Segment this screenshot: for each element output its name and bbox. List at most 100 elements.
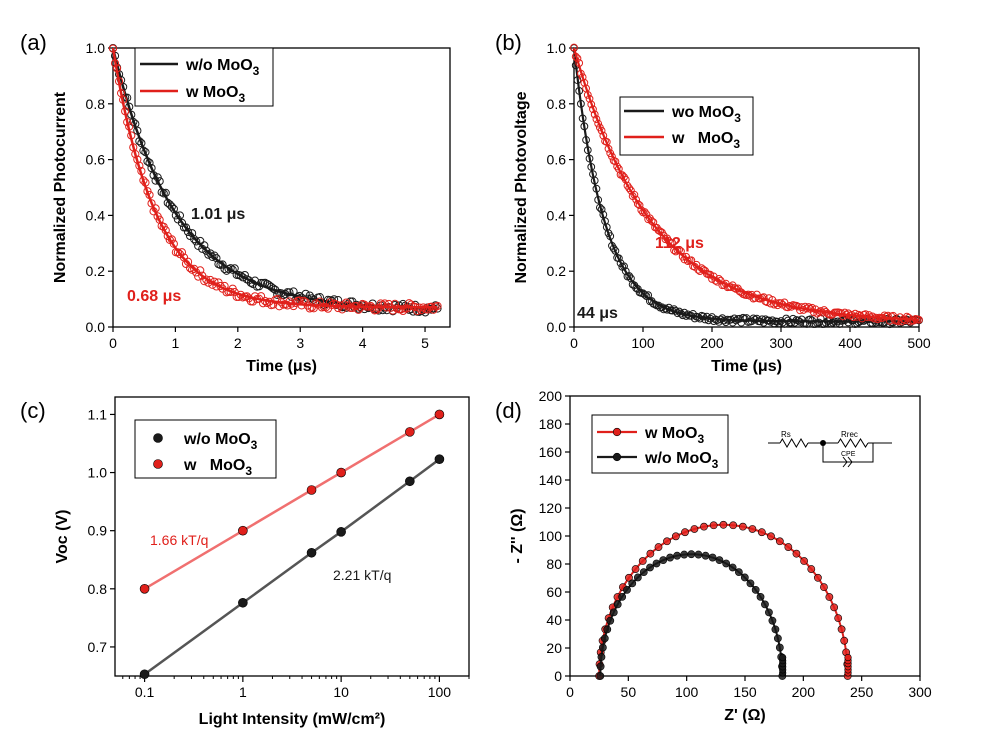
y-tick-label: 0.7 [88,639,108,655]
data-point-black [600,634,609,643]
data-point-black [167,202,176,211]
data-point-black [212,254,221,263]
fit-line-red [111,47,438,309]
circuit-label: Rs [781,430,791,439]
circuit-label: CPE [841,451,856,458]
data-point-red [748,525,757,533]
data-point-black [765,608,773,617]
y-tick-label: 0.9 [88,523,108,539]
data-point-black [779,653,787,662]
x-tick-label: 0 [566,684,574,700]
y-tick-label: 40 [546,612,562,628]
nyquist-line-black [599,553,784,677]
data-point-black [701,551,710,560]
x-tick-label: 3 [296,335,304,351]
data-point-black [165,200,174,209]
y-tick-label: 100 [539,528,563,544]
fit-line-black [572,47,919,323]
legend-label: w MoO3 [644,425,704,446]
x-tick-label: 100 [631,335,655,351]
panel-d: (d) 0 20 40 60 80 100 120 140 160 180 200 0 50 100 150 2… [495,388,932,724]
data-point-black [652,559,661,568]
data-point-black [613,600,622,609]
data-point-red [638,557,647,565]
data-point-black [598,643,607,652]
panel-label: (b) [495,30,522,55]
data-point-black [756,592,765,601]
data-point-red [632,195,640,204]
x-tick-label: 50 [621,684,637,700]
data-point-red [820,583,828,592]
panel-label: (d) [495,398,522,423]
slope-annotation: 2.21 kT/q [333,567,391,583]
data-point-red [663,537,671,546]
data-point-black [694,550,703,559]
y-tick-label: 0.2 [547,263,567,279]
y-tick-label: 0.8 [547,96,567,112]
data-point-red [834,614,843,623]
data-point-red [865,311,873,319]
legend-label: w MoO3 [671,130,740,151]
data-point-black [775,643,784,652]
x-tick-label: 500 [907,335,931,351]
y-tick-label: 60 [546,584,562,600]
x-tick-label: 0 [570,335,578,351]
y-tick-label: 0.0 [547,319,567,335]
data-point-black [434,454,445,464]
data-point-red [767,532,775,541]
data-point-red [873,315,882,324]
y-tick-label: 0.4 [547,207,567,223]
y-tick-label: 0 [554,668,562,684]
data-point-black [238,597,248,608]
x-tick-label: 200 [792,684,816,700]
data-point-black [202,246,211,255]
data-point-black [728,563,737,572]
resistor-rrec [837,438,869,448]
x-tick-label: 400 [838,335,862,351]
tau-annotation: 44 μs [577,305,618,322]
legend-label: w/o MoO3 [185,57,260,78]
data-point-black [633,573,642,582]
data-point-black [603,625,612,634]
panel-b: (b) 0.0 0.2 0.4 0.6 0.8 1.0 0 100 200 300 400 500 Tim… [495,30,931,375]
data-point-black [597,653,606,661]
data-point-black [614,254,623,263]
data-point-black [623,585,631,594]
x-tick-label: 1 [239,684,247,700]
legend-swatch [153,433,163,443]
data-point-black [618,592,627,601]
panel-label: (a) [20,30,47,55]
panel-a: (a) 0.0 0.2 0.4 0.6 0.8 1.0 0 1 2 3 4 5 Time (μs) Norm… [20,30,451,375]
data-point-red [631,565,640,573]
legend-label: w MoO3 [183,457,252,478]
y-tick-label: 80 [546,556,562,572]
data-point-red [800,557,809,565]
data-point-red [671,532,680,541]
data-point-red [263,298,272,308]
data-point-black [609,608,618,617]
data-point-black [715,556,724,565]
data-point-red [792,549,801,558]
resistor-rs [779,438,809,448]
data-point-red [311,299,320,308]
data-point-red [738,522,747,531]
data-point-black [640,290,649,299]
y-tick-label: 140 [539,472,563,488]
fit-line-black [143,458,441,676]
slope-annotation: 1.66 kT/q [150,532,208,548]
data-point-black [646,563,654,572]
legend-label: w MoO3 [185,84,245,105]
data-point-red [719,520,728,529]
data-point-red [625,184,634,193]
data-point-red [378,300,387,309]
inset-circuit: Rs Rrec CPE [768,430,892,468]
data-point-black [139,669,150,680]
data-point-black [183,227,193,237]
x-tick-label: 5 [421,335,429,351]
data-point-black [306,547,317,558]
y-tick-label: 0.8 [88,581,108,597]
x-tick-label: 10 [333,684,349,700]
data-point-red [813,573,822,582]
data-point-red [825,593,834,601]
x-tick-label: 1 [172,335,180,351]
